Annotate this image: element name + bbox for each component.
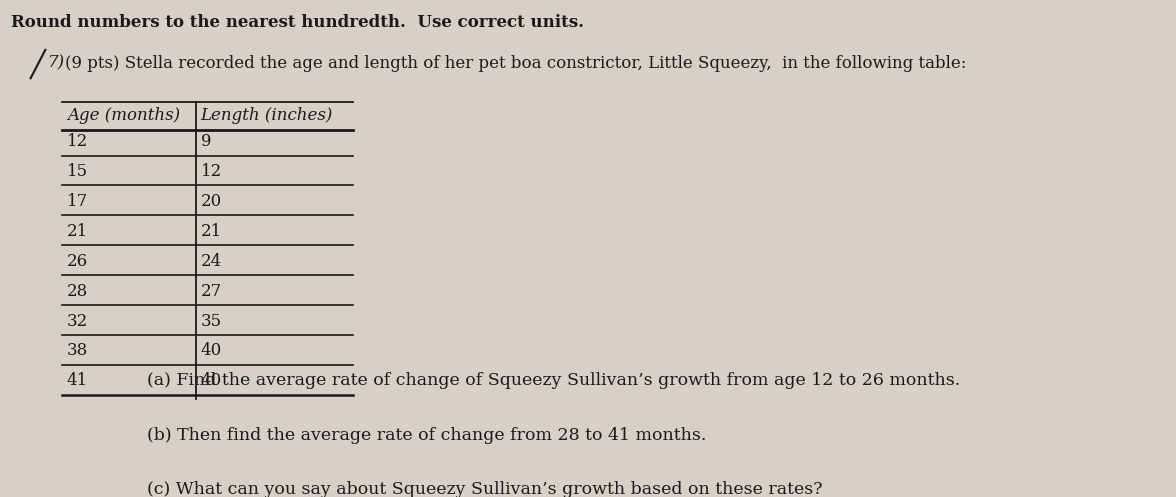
Text: (b) Then find the average rate of change from 28 to 41 months.: (b) Then find the average rate of change… (147, 427, 707, 444)
Text: Round numbers to the nearest hundredth.  Use correct units.: Round numbers to the nearest hundredth. … (12, 14, 584, 31)
Text: 12: 12 (201, 163, 222, 180)
Text: 27: 27 (201, 283, 222, 300)
Text: 15: 15 (67, 163, 88, 180)
Text: (a) Find the average rate of change of Squeezy Sullivan’s growth from age 12 to : (a) Find the average rate of change of S… (147, 372, 961, 389)
Text: 9: 9 (201, 133, 212, 150)
Text: 41: 41 (67, 372, 88, 389)
Text: 12: 12 (67, 133, 88, 150)
Text: 21: 21 (67, 223, 88, 240)
Text: 40: 40 (201, 342, 222, 359)
Text: (9 pts) Stella recorded the age and length of her pet boa constrictor, Little Sq: (9 pts) Stella recorded the age and leng… (65, 55, 965, 72)
Text: 28: 28 (67, 283, 88, 300)
Text: 40: 40 (201, 372, 222, 389)
Text: 7): 7) (48, 55, 65, 72)
Text: 24: 24 (201, 253, 222, 270)
Text: 20: 20 (201, 193, 222, 210)
Text: 21: 21 (201, 223, 222, 240)
Text: 26: 26 (67, 253, 88, 270)
Text: 17: 17 (67, 193, 88, 210)
Text: Length (inches): Length (inches) (201, 107, 333, 124)
Text: (c) What can you say about Squeezy Sullivan’s growth based on these rates?: (c) What can you say about Squeezy Sulli… (147, 482, 823, 497)
Text: 32: 32 (67, 313, 88, 330)
Text: 35: 35 (201, 313, 222, 330)
Text: Age (months): Age (months) (67, 107, 180, 124)
Text: 38: 38 (67, 342, 88, 359)
